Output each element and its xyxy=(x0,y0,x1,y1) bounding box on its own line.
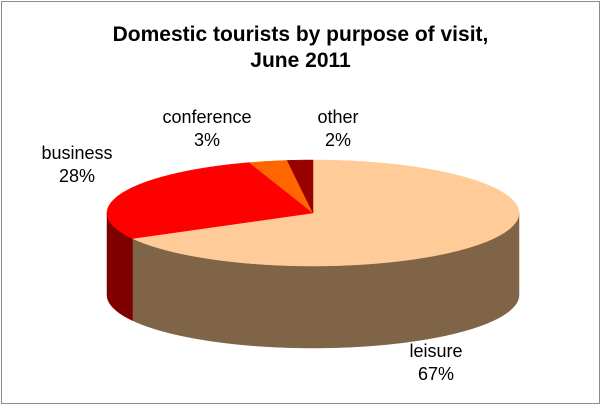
slice-value-other: 2% xyxy=(325,130,351,150)
pie-labels: leisure 67% business 28% conference 3% other 2% xyxy=(41,107,462,384)
chart-title-line-2: June 2011 xyxy=(250,49,351,72)
chart-title: Domestic tourists by purpose of visit, J… xyxy=(2,22,599,74)
pie-top-faces xyxy=(106,159,520,267)
slice-label-conference: conference xyxy=(162,107,251,127)
slice-label-business: business xyxy=(41,143,112,163)
chart-title-line-1: Domestic tourists by purpose of visit, xyxy=(112,23,489,46)
pie-slice-conference xyxy=(248,160,314,214)
slice-value-business: 28% xyxy=(59,166,95,186)
slice-label-leisure: leisure xyxy=(409,341,462,361)
slice-value-conference: 3% xyxy=(194,130,220,150)
pie-slice-leisure xyxy=(131,159,520,267)
pie-slice-business xyxy=(106,162,314,239)
slice-label-other: other xyxy=(317,107,358,127)
pie-slice-other xyxy=(286,159,314,214)
slice-value-leisure: 67% xyxy=(418,364,454,384)
